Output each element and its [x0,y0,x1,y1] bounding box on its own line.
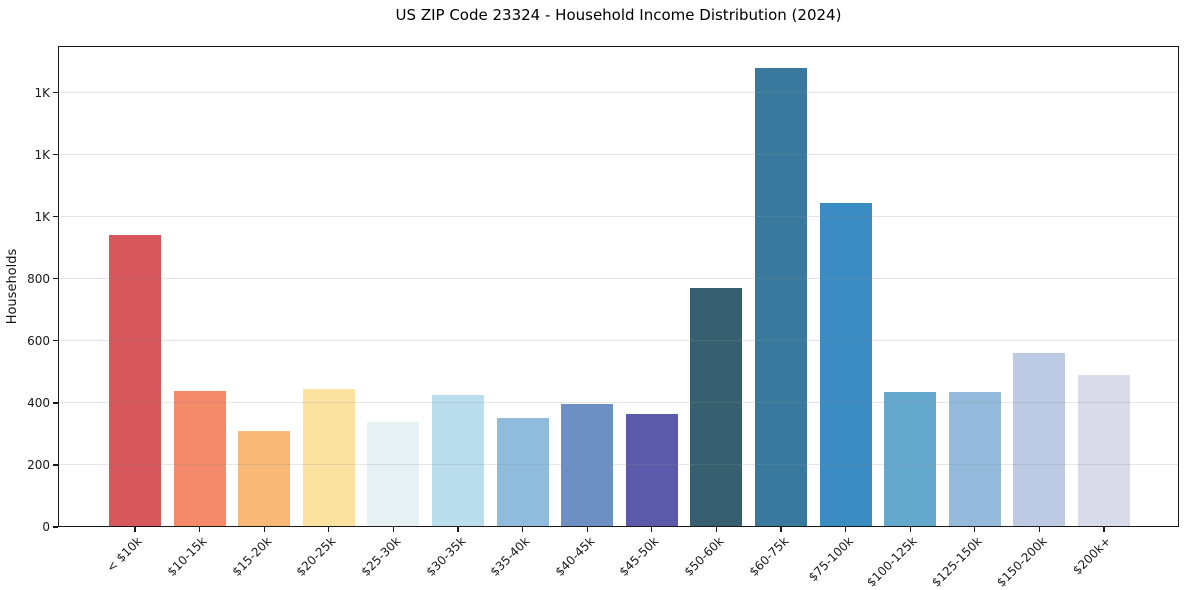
y-tick-label: 1K [34,85,50,100]
y-tick-mark [53,153,58,156]
y-tick-label: 0 [42,520,50,534]
x-tick-mark [328,527,330,532]
x-tick-mark [780,527,782,532]
x-tick-mark [586,527,588,532]
gridline-200 [58,463,1179,465]
bar-$20-25k [302,388,355,527]
x-tick-mark [392,527,395,532]
gridline-1K [58,91,1179,93]
bar-$60-75k [755,67,807,527]
x-tick-mark [909,527,911,532]
x-tick-label-$45-50k: $45-50k [616,534,662,579]
bar-$75-100k [819,202,872,527]
x-tick-mark [651,527,653,532]
x-tick-label-$25-30k: $25-30k [358,534,404,579]
y-tick-mark [53,216,58,218]
y-tick-label: 1K [34,147,50,162]
bar-$10-15k [173,390,226,527]
bar-$35-40k [496,418,549,527]
x-tick-label-$35-40k: $35-40k [487,534,533,579]
x-tick-label-< $10k: < $10k [104,534,145,575]
y-tick-mark [53,91,58,94]
gridline-600 [58,339,1179,341]
x-tick-mark [263,527,265,532]
bar-$125-150k [948,392,1001,527]
x-tick-mark [134,527,136,532]
x-tick-label-$40-45k: $40-45k [552,534,598,579]
x-tick-label-$150-200k: $150-200k [993,534,1050,590]
x-tick-mark [198,527,201,532]
gridline-1K [58,153,1179,155]
x-tick-mark [521,527,524,532]
y-tick-mark [53,278,58,280]
bar-$50-60k [690,288,743,527]
x-tick-mark [974,527,976,532]
gridline-1K [58,215,1179,217]
bar-$200k+ [1078,374,1130,527]
x-tick-mark [844,527,847,532]
gridline-400 [58,401,1179,403]
bar-< $10k [109,235,161,527]
bar-$40-45k [561,404,614,527]
axes-spines [58,46,1179,527]
y-tick-mark [53,402,58,404]
y-tick-mark [53,526,58,528]
bar-$150-200k [1013,353,1066,527]
x-tick-label-$15-20k: $15-20k [229,534,275,579]
y-tick-label: 600 [27,333,50,348]
x-tick-label-$100-125k: $100-125k [864,534,921,590]
x-tick-mark [715,527,718,532]
bar-$25-30k [367,421,420,527]
y-tick-label: 200 [27,457,50,472]
x-tick-label-$125-150k: $125-150k [929,534,985,590]
x-tick-mark [1038,527,1041,532]
y-tick-mark [53,340,58,342]
bar-$100-125k [884,392,937,527]
y-tick-label: 400 [27,395,50,410]
x-tick-mark [1103,527,1105,532]
x-tick-mark [457,527,459,532]
chart-title: US ZIP Code 23324 - Household Income Dis… [395,6,842,24]
x-tick-label-$10-15k: $10-15k [164,534,210,579]
x-tick-label-$30-35k: $30-35k [423,534,468,579]
y-tick-label: 800 [27,271,50,286]
x-tick-label-$200k+: $200k+ [1070,534,1114,578]
bar-$15-20k [238,430,291,527]
x-tick-label-$75-100k: $75-100k [805,534,856,585]
x-tick-label-$60-75k: $60-75k [746,534,791,579]
y-tick-label: 1K [34,209,50,224]
y-tick-mark [53,464,58,466]
bar-$30-35k [432,395,484,527]
gridline-800 [58,277,1179,279]
x-tick-label-$20-25k: $20-25k [293,534,339,579]
x-tick-label-$50-60k: $50-60k [681,534,727,579]
bar-$45-50k [625,413,678,527]
plot-area [58,46,1179,527]
